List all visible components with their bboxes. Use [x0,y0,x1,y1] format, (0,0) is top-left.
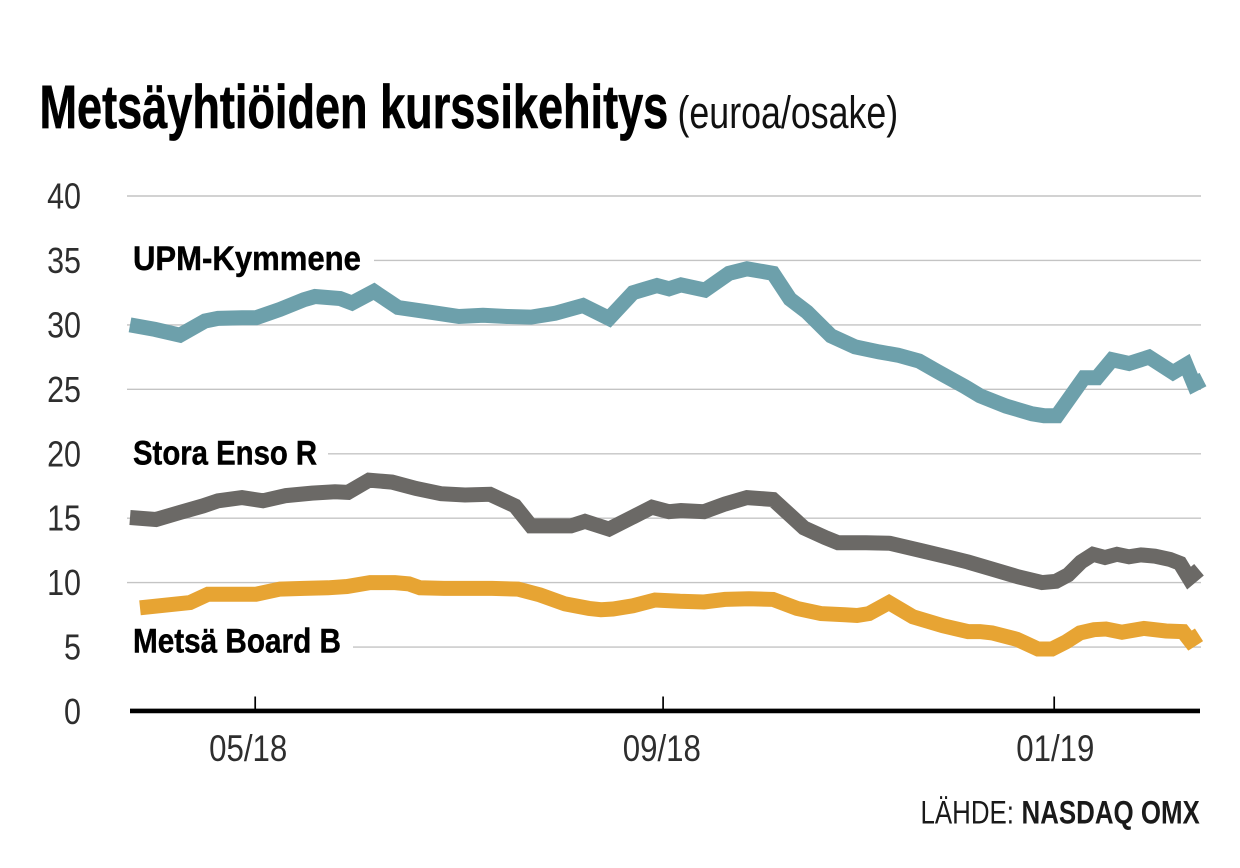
svg-text:30: 30 [47,306,81,346]
svg-text:01/19: 01/19 [1016,728,1094,769]
svg-text:10: 10 [47,564,81,604]
svg-text:Metsä Board B: Metsä Board B [133,621,341,659]
svg-text:LÄHDE:: LÄHDE: [921,796,1014,831]
svg-text:UPM-Kymmene: UPM-Kymmene [133,239,361,278]
svg-text:(euroa/osake): (euroa/osake) [678,87,899,138]
svg-text:NASDAQ OMX: NASDAQ OMX [1022,796,1201,831]
svg-text:0: 0 [64,693,81,733]
svg-text:5: 5 [64,628,81,668]
svg-text:25: 25 [47,370,81,410]
svg-text:35: 35 [47,241,81,281]
svg-text:Stora Enso R: Stora Enso R [133,434,317,473]
svg-text:09/18: 09/18 [623,728,701,769]
svg-text:Metsäyhtiöiden kurssikehitys: Metsäyhtiöiden kurssikehitys [40,73,669,141]
svg-text:40: 40 [47,177,81,217]
svg-text:05/18: 05/18 [209,728,287,769]
svg-text:20: 20 [47,435,81,475]
svg-text:15: 15 [47,499,81,539]
